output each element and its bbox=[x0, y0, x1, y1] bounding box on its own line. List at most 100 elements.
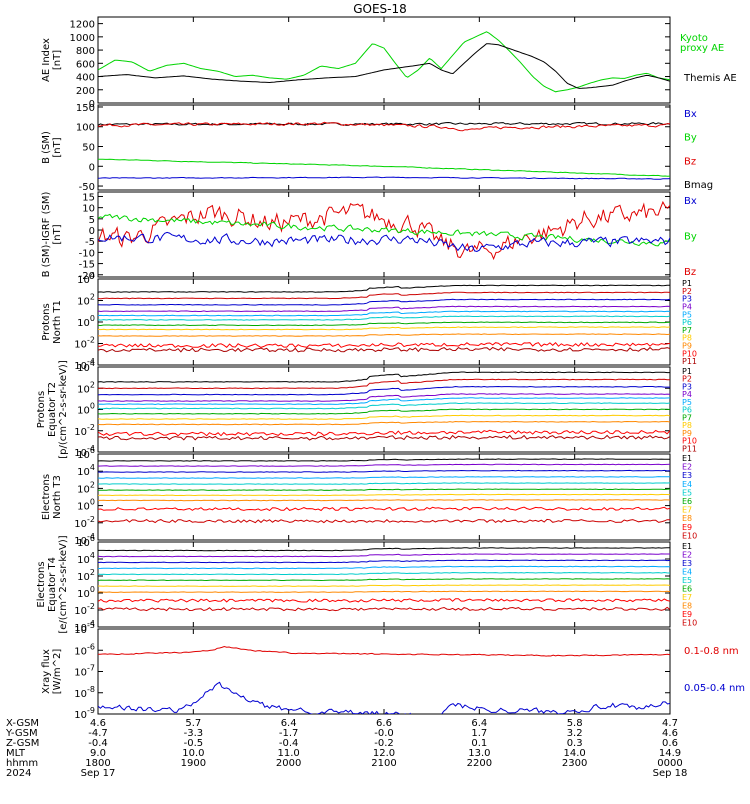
series-line-p11 bbox=[98, 346, 670, 353]
series-line-e7 bbox=[98, 493, 670, 497]
series-line-bx bbox=[98, 176, 670, 180]
legend-entry: P5 bbox=[682, 398, 692, 407]
legend-entry: E2 bbox=[682, 551, 692, 560]
series-line-bz bbox=[98, 200, 670, 261]
series-line-bz bbox=[98, 121, 670, 132]
legend-entry: P4 bbox=[682, 390, 692, 399]
x-axis-value: 1.7 bbox=[471, 728, 487, 739]
series-line-e7 bbox=[98, 584, 670, 587]
legend-entry: E3 bbox=[682, 471, 692, 480]
series-line-p4 bbox=[98, 305, 670, 313]
legend-entry: P8 bbox=[682, 334, 692, 343]
series-group bbox=[98, 371, 670, 441]
series-line-e10 bbox=[98, 606, 670, 612]
legend-entry: P7 bbox=[682, 413, 692, 422]
legend-entry: E8 bbox=[682, 602, 692, 611]
x-axis-row-label: Y-GSM bbox=[5, 728, 38, 739]
legend-entry: Themis AE bbox=[683, 73, 737, 84]
legend-entry: Bx bbox=[684, 196, 697, 207]
series-line-e5 bbox=[98, 482, 670, 485]
series-line-e4 bbox=[98, 565, 670, 570]
legend-entry: E10 bbox=[682, 531, 697, 540]
legend-entry: By bbox=[684, 232, 697, 243]
series-line-p11 bbox=[98, 434, 670, 441]
y-axis-label: ElectronsEquator T4[e/(cm^2-s-sr-keV)] bbox=[36, 535, 69, 633]
panel-bsm: -50 0 50 100 150 B (SM)[nT] Bx By Bz Bmag bbox=[41, 103, 713, 193]
legend-entry: By bbox=[684, 133, 697, 144]
y-tick-label: 10-4 bbox=[74, 532, 95, 547]
legend-entry: 0.05-0.4 nm bbox=[684, 683, 745, 694]
series-line-p1 bbox=[98, 371, 670, 383]
x-axis-value: 6.4 bbox=[471, 718, 487, 729]
legend-entry: Bz bbox=[684, 267, 696, 278]
legend-entry: P1 bbox=[682, 367, 692, 376]
y-tick-label: 106 bbox=[77, 534, 95, 549]
series-group bbox=[98, 31, 670, 93]
x-axis-value: 0.6 bbox=[662, 738, 678, 749]
series-line-p10 bbox=[98, 341, 670, 349]
x-axis-value: 5.8 bbox=[567, 718, 583, 729]
legend-entry: E5 bbox=[682, 576, 692, 585]
y-tick-label: 104 bbox=[77, 271, 95, 286]
y-tick-label: 10-8 bbox=[74, 685, 95, 700]
x-axis-value: 9.0 bbox=[90, 748, 106, 759]
legend-entry: 0.1-0.8 nm bbox=[684, 646, 739, 657]
x-axis-value: 4.6 bbox=[90, 718, 106, 729]
x-axis-value: 11.0 bbox=[278, 748, 300, 759]
legend-entry: P7 bbox=[682, 326, 692, 335]
y-tick-label: 102 bbox=[77, 293, 95, 308]
y-tick-label: 100 bbox=[77, 402, 95, 417]
panel-xray: 10-9 10-8 10-7 10-6 10-5 Xray flux[W/m^2] 0.1-… bbox=[41, 621, 745, 721]
legend-entry: P10 bbox=[682, 437, 697, 446]
series-group bbox=[98, 284, 670, 353]
panel-frame bbox=[97, 453, 671, 541]
y-tick-label: 10-9 bbox=[74, 706, 95, 721]
y-tick-label: -20 bbox=[79, 271, 95, 282]
series-line-e1 bbox=[98, 458, 670, 462]
y-tick-label: 5 bbox=[89, 215, 95, 226]
series-group bbox=[98, 645, 670, 714]
y-tick-label: 102 bbox=[77, 380, 95, 395]
y-tick-label: 1000 bbox=[70, 33, 95, 44]
legend-entry: E7 bbox=[682, 593, 692, 602]
legend-entry: E9 bbox=[682, 610, 692, 619]
y-tick-label: 10-4 bbox=[74, 619, 95, 634]
series-line-by bbox=[98, 213, 670, 247]
legend-entry: E7 bbox=[682, 506, 692, 515]
series-group bbox=[98, 200, 670, 261]
legend-entry: E5 bbox=[682, 488, 692, 497]
series-line-p2 bbox=[98, 291, 670, 300]
legend-entry: P6 bbox=[682, 406, 692, 415]
series-line-e3 bbox=[98, 559, 670, 564]
y-axis-label: ProtonsNorth T1 bbox=[41, 300, 63, 344]
series-line-p6 bbox=[98, 315, 670, 321]
legend-entry: P2 bbox=[682, 287, 692, 296]
y-tick-label: 0 bbox=[89, 162, 95, 173]
legend-entry: P4 bbox=[682, 302, 692, 311]
legend-entry: E10 bbox=[682, 619, 697, 628]
legend-entry: P9 bbox=[682, 342, 692, 351]
y-tick-label: 102 bbox=[77, 480, 95, 495]
x-axis-value: -0.5 bbox=[184, 738, 204, 749]
y-tick-label: 10-4 bbox=[74, 444, 95, 459]
y-tick-label: 100 bbox=[77, 498, 95, 513]
legend-entry: P3 bbox=[682, 295, 692, 304]
panel-frame bbox=[97, 16, 671, 104]
legend-entry: Bx bbox=[684, 109, 697, 120]
legend-entry: E1 bbox=[682, 542, 692, 551]
legend-entry: Bmag bbox=[684, 180, 713, 191]
x-axis-value: 1900 bbox=[181, 758, 206, 769]
y-tick-label: 50 bbox=[82, 143, 95, 154]
legend-entry: P11 bbox=[682, 357, 697, 366]
legend-entry: E9 bbox=[682, 523, 692, 532]
y-tick-label: 10-7 bbox=[74, 664, 95, 679]
x-axis-value: 1800 bbox=[85, 758, 110, 769]
y-tick-label: 102 bbox=[77, 568, 95, 583]
y-tick-label: 100 bbox=[77, 314, 95, 329]
series-line-e9 bbox=[98, 598, 670, 603]
legend-entry: P2 bbox=[682, 375, 692, 384]
x-axis-value: 14.9 bbox=[659, 748, 681, 759]
panel-frame bbox=[97, 191, 671, 278]
y-axis-label: AE Index[nT] bbox=[41, 38, 63, 82]
